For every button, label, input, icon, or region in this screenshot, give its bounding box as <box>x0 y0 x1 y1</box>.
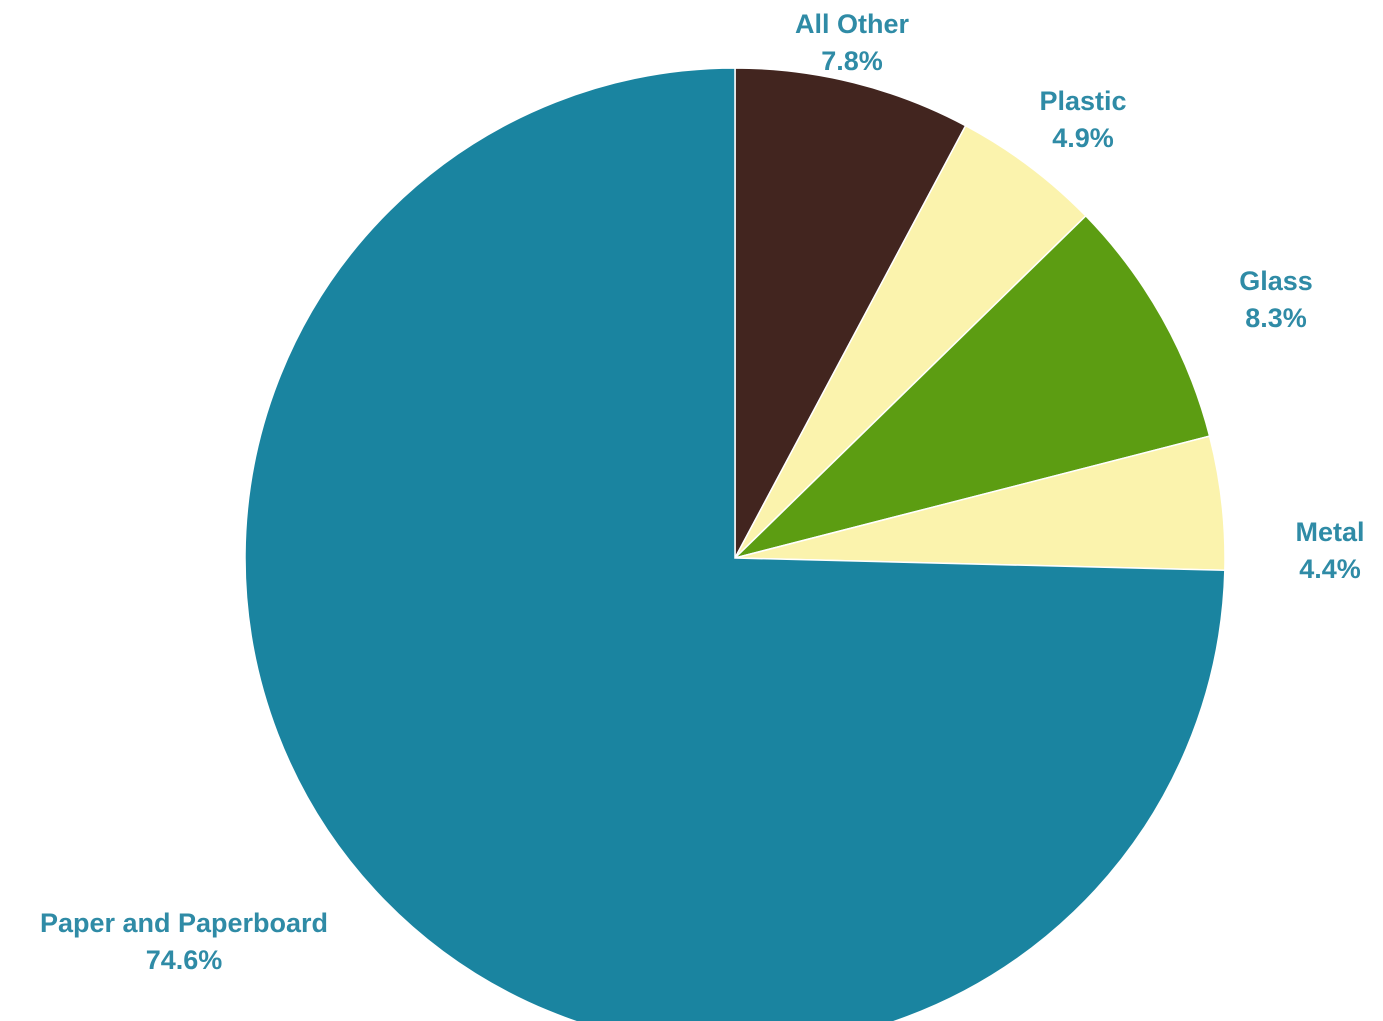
slice-label: Plastic <box>1039 86 1126 116</box>
slice-label: All Other <box>795 9 910 39</box>
slice-value-label: 74.6% <box>146 945 223 975</box>
slice-value-label: 4.4% <box>1299 554 1361 584</box>
slice-value-label: 8.3% <box>1245 303 1307 333</box>
pie-slices <box>244 67 1226 1021</box>
pie-slice-paper-and-paperboard <box>244 67 1226 1021</box>
pie-slice-all-other <box>734 67 967 559</box>
pie-slice-glass <box>732 214 1211 560</box>
pie-slice-plastic <box>734 124 1087 559</box>
pie-labels: All Other 7.8% Plastic 4.9% Glass 8.3% Metal 4.… <box>40 9 1365 975</box>
slice-label: Glass <box>1239 266 1313 296</box>
slice-value-label: 4.9% <box>1052 123 1114 153</box>
slice-label: Metal <box>1295 517 1364 547</box>
slice-value-label: 7.8% <box>821 46 883 76</box>
slice-label: Paper and Paperboard <box>40 908 328 938</box>
